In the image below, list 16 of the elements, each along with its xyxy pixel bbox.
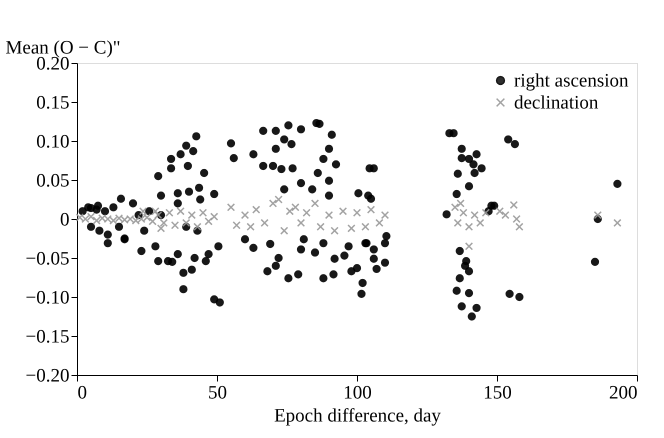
y-tick-label: 0.05 bbox=[36, 170, 70, 192]
x-tick-label: 50 bbox=[208, 382, 227, 404]
x-tick-label: 100 bbox=[343, 382, 372, 404]
y-tick-label: −0.10 bbox=[26, 288, 70, 308]
x-tick-label: 0 bbox=[78, 382, 87, 404]
legend-label: right ascension bbox=[514, 70, 629, 92]
y-tick-label: −0.05 bbox=[26, 248, 70, 270]
y-tick-label: 0.15 bbox=[36, 92, 70, 114]
y-tick-label: −0.20 bbox=[26, 366, 70, 386]
legend-label: declination bbox=[514, 92, 599, 114]
y-tick-label: −0.15 bbox=[26, 326, 70, 348]
y-tick-label: 0.10 bbox=[36, 132, 70, 152]
y-tick-label: 0 bbox=[60, 210, 70, 230]
x-axis-title: Epoch difference, day bbox=[274, 406, 442, 426]
x-tick-label: 200 bbox=[609, 382, 638, 404]
x-tick-label: 150 bbox=[483, 382, 512, 404]
